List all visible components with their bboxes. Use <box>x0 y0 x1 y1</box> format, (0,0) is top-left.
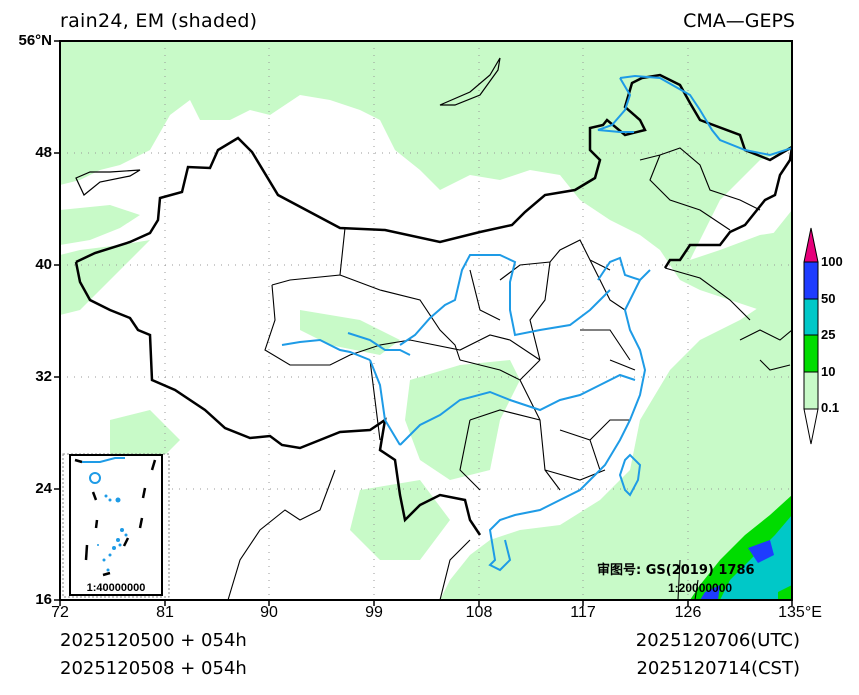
colorbar-label-100: 100 <box>821 254 843 269</box>
colorbar <box>803 227 819 445</box>
x-tick-135: 135°E <box>778 604 822 621</box>
plot-frame <box>59 40 793 601</box>
model-name: CMA—GEPS <box>683 10 795 32</box>
y-tick-32: 32 <box>35 368 52 385</box>
y-tick-56: 56°N <box>18 32 52 49</box>
y-tick-40: 40 <box>35 256 52 273</box>
x-tick-99: 99 <box>365 604 383 621</box>
south-china-sea-inset <box>62 453 170 598</box>
grid-lines <box>60 41 792 600</box>
x-tick-81: 81 <box>156 604 174 621</box>
x-tick-117: 117 <box>570 604 596 621</box>
colorbar-label-50: 50 <box>821 291 836 306</box>
valid-time-utc: 2025120706(UTC) <box>635 630 800 651</box>
colorbar-label-25: 25 <box>821 327 836 342</box>
rivers-and-coast <box>281 74 792 572</box>
init-time-cst: 2025120508 + 054h <box>60 658 247 679</box>
y-tick-16: 16 <box>35 591 52 608</box>
valid-time-cst: 2025120714(CST) <box>636 658 800 679</box>
colorbar-label-10: 10 <box>821 364 836 379</box>
map-review-number: 审图号: GS(2019) 1786 <box>597 562 755 578</box>
precip-shading <box>60 41 792 600</box>
init-time-utc: 2025120500 + 054h <box>60 630 247 651</box>
colorbar-label-0-1: 0.1 <box>821 400 840 415</box>
main-scale-label: 1:20000000 <box>668 581 732 595</box>
x-tick-90: 90 <box>260 604 278 621</box>
y-tick-48: 48 <box>35 144 52 161</box>
y-tick-24: 24 <box>35 480 52 497</box>
x-tick-108: 108 <box>465 604 493 621</box>
axis-ticks <box>54 40 793 606</box>
x-tick-72: 72 <box>51 604 69 621</box>
boundaries <box>74 57 792 600</box>
x-tick-126: 126 <box>674 604 702 621</box>
china-border <box>75 73 792 269</box>
inset-scale-label: 1:40000000 <box>87 582 146 594</box>
chart-title: rain24, EM (shaded) <box>60 10 258 32</box>
